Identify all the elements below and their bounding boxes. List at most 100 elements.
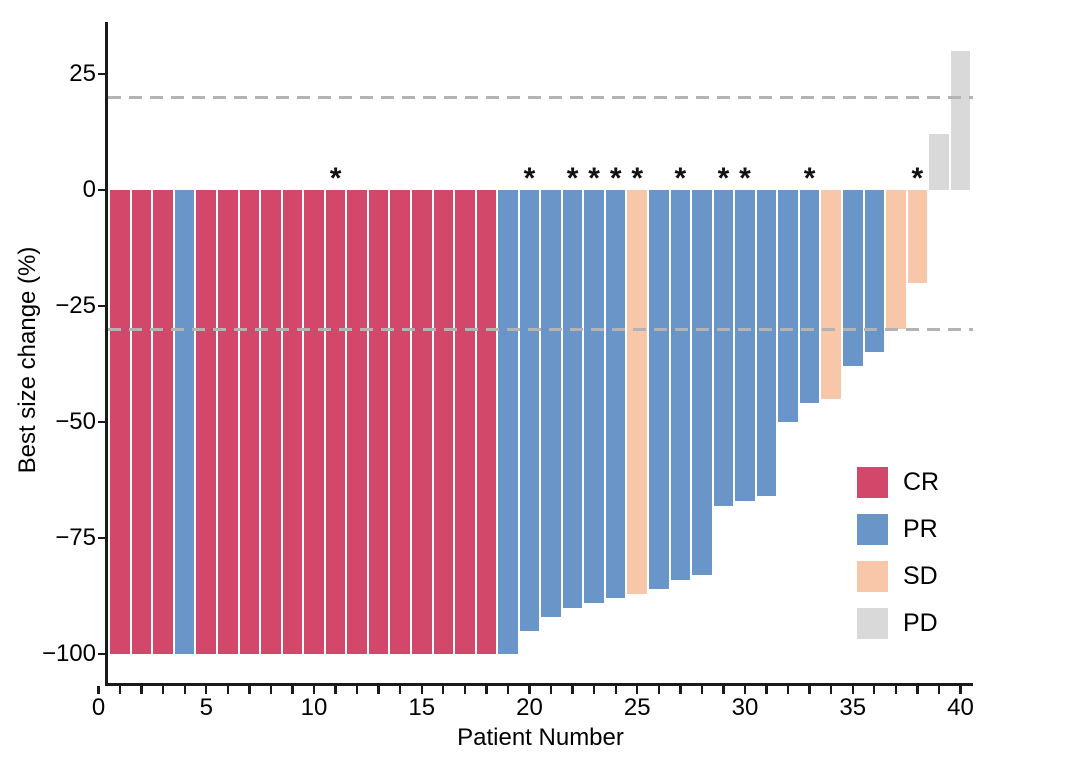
x-tick-0: [97, 685, 100, 694]
legend-swatch-PD: [857, 608, 888, 639]
x-tick-36: [873, 685, 876, 694]
x-tick-29: [722, 685, 725, 694]
bar-patient-19: [498, 190, 518, 654]
x-tick-4: [183, 685, 186, 694]
x-tick-20: [528, 685, 531, 694]
bar-patient-7: [239, 190, 260, 654]
bar-patient-35: [842, 190, 863, 367]
bar-patient-36: [864, 190, 885, 353]
bar-patient-16: [433, 190, 454, 654]
x-tick-33: [808, 685, 811, 694]
bar-patient-9: [282, 190, 303, 654]
x-tick-label-20: 20: [516, 694, 543, 721]
y-axis-title: Best size change (%): [14, 246, 41, 474]
x-axis-title: Patient Number: [457, 724, 624, 751]
x-tick-18: [485, 685, 488, 694]
bar-patient-3: [153, 190, 173, 654]
bar-patient-2: [131, 190, 152, 654]
legend-label-SD: SD: [903, 562, 938, 590]
bar-patient-12: [347, 190, 367, 654]
bar-patient-20: [519, 190, 540, 631]
x-tick-23: [592, 685, 596, 694]
y-tick-label--50: −50: [55, 408, 96, 435]
x-tick-25: [636, 685, 639, 694]
y-tick--75: [98, 536, 108, 540]
bar-patient-18: [476, 190, 497, 654]
x-tick-5: [205, 685, 208, 694]
x-tick-37: [894, 685, 898, 694]
x-tick-35: [851, 685, 854, 694]
x-tick-11: [334, 685, 337, 694]
x-tick-label-5: 5: [199, 694, 213, 721]
bar-patient-32: [778, 190, 798, 422]
bar-patient-26: [649, 190, 669, 590]
x-tick-8: [269, 685, 273, 694]
x-tick-label-30: 30: [731, 694, 759, 721]
x-tick-label-15: 15: [408, 694, 436, 721]
bar-patient-37: [886, 190, 906, 330]
bar-patient-8: [261, 190, 281, 654]
bar-patient-33: [799, 190, 820, 404]
bar-patient-31: [756, 190, 777, 497]
x-tick-label-0: 0: [91, 694, 106, 721]
x-tick-15: [420, 685, 423, 694]
bar-patient-15: [411, 190, 432, 654]
x-tick-28: [700, 685, 704, 694]
asterisk-patient-11: *: [329, 162, 342, 195]
x-tick-14: [399, 685, 402, 694]
asterisk-patient-20: *: [523, 162, 536, 195]
x-tick-10: [312, 685, 316, 694]
y-tick-25: [98, 72, 108, 76]
x-tick-label-35: 35: [839, 694, 867, 721]
bar-patient-39: [929, 134, 949, 190]
legend-swatch-PR: [857, 514, 888, 545]
bar-patient-29: [713, 190, 734, 506]
reference-line-20: [108, 95, 973, 99]
x-tick-24: [614, 685, 617, 694]
asterisk-patient-25: *: [631, 162, 644, 195]
bar-patient-14: [390, 190, 410, 654]
legend-label-PD: PD: [903, 609, 938, 637]
x-tick-40: [959, 685, 962, 694]
x-tick-39: [937, 685, 941, 694]
x-tick-label-40: 40: [947, 694, 974, 721]
x-tick-27: [679, 685, 682, 694]
x-tick-22: [571, 685, 574, 694]
asterisk-patient-23: *: [588, 162, 600, 195]
y-tick-label--25: −25: [55, 292, 96, 319]
bar-patient-6: [218, 190, 238, 654]
bar-patient-38: [907, 190, 928, 283]
asterisk-patient-29: *: [717, 162, 730, 195]
asterisk-patient-38: *: [911, 162, 924, 195]
asterisk-patient-24: *: [609, 162, 622, 195]
x-tick-label-10: 10: [300, 694, 328, 721]
legend-label-PR: PR: [903, 515, 938, 543]
bar-patient-23: [584, 190, 604, 603]
x-tick-12: [355, 685, 359, 694]
bar-patient-24: [605, 190, 626, 599]
legend-swatch-SD: [857, 561, 888, 592]
x-tick-7: [248, 685, 251, 694]
bar-patient-5: [196, 190, 217, 654]
y-tick-label-0: 0: [82, 176, 96, 203]
x-tick-19: [506, 685, 510, 694]
x-tick-30: [743, 685, 747, 694]
x-axis-line: [105, 683, 973, 686]
x-tick-32: [786, 685, 790, 694]
reference-line--30: [108, 327, 973, 331]
x-tick-3: [161, 685, 165, 694]
bar-patient-1: [110, 190, 130, 654]
bar-patient-27: [670, 190, 691, 580]
y-tick-label--75: −75: [55, 524, 96, 551]
asterisk-patient-22: *: [566, 162, 579, 195]
asterisk-patient-30: *: [739, 162, 751, 195]
bar-patient-25: [627, 190, 648, 594]
x-tick-13: [377, 685, 380, 694]
y-tick-label-25: 25: [69, 60, 96, 87]
x-tick-38: [916, 685, 919, 694]
bar-patient-28: [692, 190, 712, 576]
bar-patient-21: [541, 190, 561, 617]
bar-patient-40: [950, 50, 971, 190]
asterisk-patient-33: *: [803, 162, 816, 195]
